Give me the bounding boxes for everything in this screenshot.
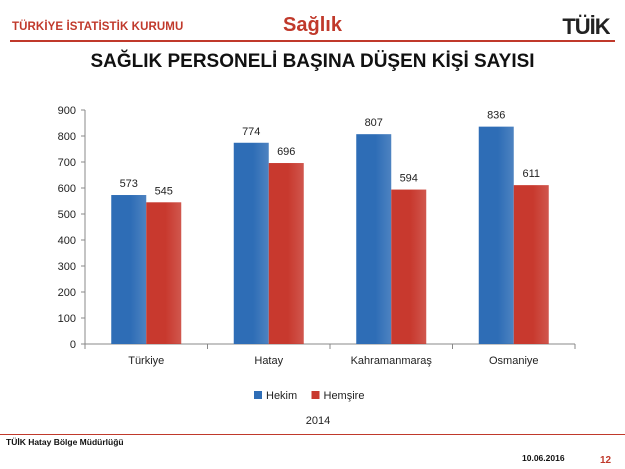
y-tick-label: 0	[70, 339, 76, 351]
y-tick-label: 200	[58, 287, 76, 299]
x-axis-label: 2014	[306, 415, 330, 427]
category-label: Hatay	[254, 355, 283, 367]
category-label: Osmaniye	[489, 355, 539, 367]
bar-value-label: 774	[242, 126, 260, 138]
bar-value-label: 545	[155, 185, 173, 197]
bar-value-label: 807	[365, 117, 383, 129]
footer-divider	[0, 434, 625, 435]
y-tick-label: 100	[58, 313, 76, 325]
legend-swatch-hemşire	[311, 391, 320, 399]
bar-value-label: 573	[120, 178, 138, 190]
bar-hemşire	[513, 185, 549, 344]
footer-office-name: TÜİK Hatay Bölge Müdürlüğü	[6, 437, 124, 447]
y-tick-label: 800	[58, 131, 76, 143]
legend-label: Hekim	[266, 390, 297, 402]
category-label: Kahramanmaraş	[351, 355, 433, 367]
bar-hemşire	[146, 202, 182, 344]
bar-hemşire	[391, 189, 427, 344]
bar-value-label: 611	[522, 168, 540, 180]
bar-value-label: 836	[487, 110, 505, 122]
tuik-logo: TÜİK	[562, 14, 610, 39]
bar-hekim	[111, 195, 147, 344]
legend-label: Hemşire	[324, 390, 365, 402]
footer-date: 10.06.2016	[522, 453, 565, 463]
y-tick-label: 400	[58, 235, 76, 247]
y-tick-label: 700	[58, 157, 76, 169]
chart-title: SAĞLIK PERSONELİ BAŞINA DÜŞEN KİŞİ SAYIS…	[90, 51, 535, 72]
tuik-logo-text: TÜİK	[562, 14, 610, 39]
bar-value-label: 594	[400, 173, 418, 185]
y-tick-label: 900	[58, 105, 76, 117]
organization-name: TÜRKİYE İSTATİSTİK KURUMU	[12, 21, 184, 33]
bar-hemşire	[268, 163, 304, 344]
header-divider	[10, 40, 615, 42]
bar-hekim	[478, 126, 514, 344]
section-title: Sağlık	[283, 14, 342, 36]
page-number: 12	[600, 455, 612, 466]
y-tick-label: 300	[58, 261, 76, 273]
y-tick-label: 600	[58, 183, 76, 195]
bar-hekim	[233, 142, 269, 344]
y-tick-label: 500	[58, 209, 76, 221]
bar-hekim	[356, 134, 392, 344]
legend-swatch-hekim	[254, 391, 262, 399]
bar-value-label: 696	[277, 146, 295, 158]
category-label: Türkiye	[128, 355, 164, 367]
